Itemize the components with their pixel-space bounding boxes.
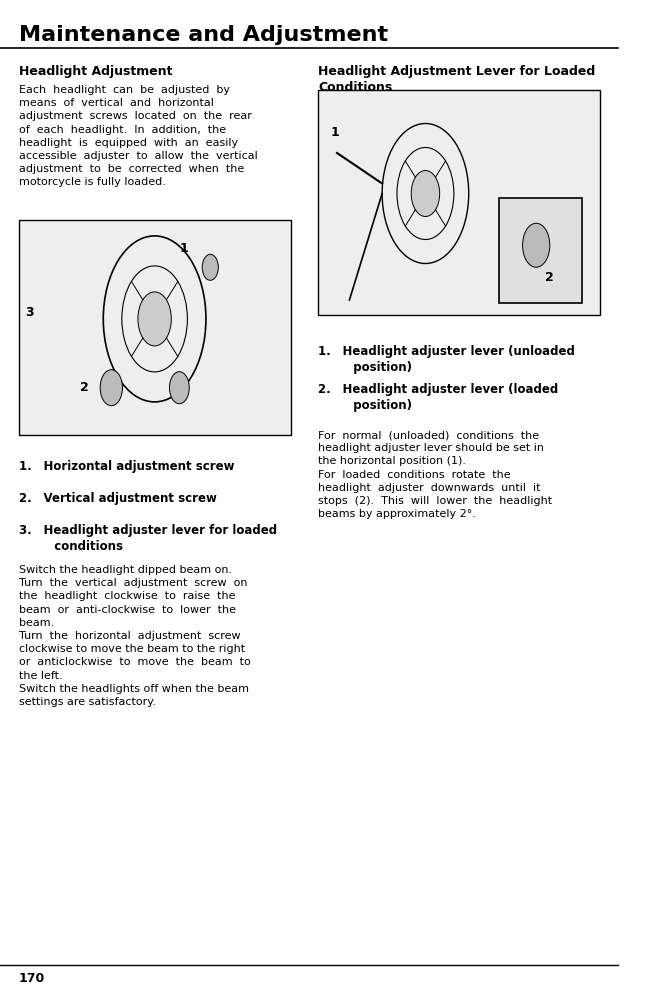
- Circle shape: [202, 254, 218, 280]
- Circle shape: [523, 223, 549, 267]
- Text: 2. Headlight adjuster lever (loaded
   position): 2. Headlight adjuster lever (loaded posi…: [318, 383, 559, 412]
- Text: 1: 1: [331, 126, 340, 139]
- Bar: [499, 198, 582, 303]
- Text: 2. Vertical adjustment screw: 2. Vertical adjustment screw: [18, 492, 216, 505]
- Circle shape: [411, 170, 439, 216]
- Circle shape: [100, 370, 122, 406]
- Bar: [318, 90, 600, 315]
- Text: 3. Headlight adjuster lever for loaded
   conditions: 3. Headlight adjuster lever for loaded c…: [18, 524, 277, 553]
- Text: 1. Headlight adjuster lever (unloaded
   position): 1. Headlight adjuster lever (unloaded po…: [318, 345, 575, 374]
- Text: 2: 2: [544, 271, 553, 284]
- Text: Switch the headlight dipped beam on.
Turn  the  vertical  adjustment  screw  on
: Switch the headlight dipped beam on. Tur…: [18, 565, 250, 707]
- Text: Headlight Adjustment: Headlight Adjustment: [18, 65, 172, 78]
- Circle shape: [138, 292, 171, 346]
- Text: 2: 2: [80, 381, 89, 394]
- Text: 170: 170: [18, 972, 45, 985]
- Text: Headlight Adjustment Lever for Loaded
Conditions: Headlight Adjustment Lever for Loaded Co…: [318, 65, 596, 94]
- Text: 1. Horizontal adjustment screw: 1. Horizontal adjustment screw: [18, 460, 234, 473]
- Circle shape: [169, 372, 189, 404]
- Text: Each  headlight  can  be  adjusted  by
means  of  vertical  and  horizontal
adju: Each headlight can be adjusted by means …: [18, 85, 257, 187]
- Text: For  normal  (unloaded)  conditions  the
headlight adjuster lever should be set : For normal (unloaded) conditions the hea…: [318, 430, 553, 519]
- Text: 3: 3: [25, 306, 33, 319]
- Bar: [18, 220, 290, 435]
- Text: 1: 1: [179, 241, 188, 254]
- Text: Maintenance and Adjustment: Maintenance and Adjustment: [18, 25, 388, 45]
